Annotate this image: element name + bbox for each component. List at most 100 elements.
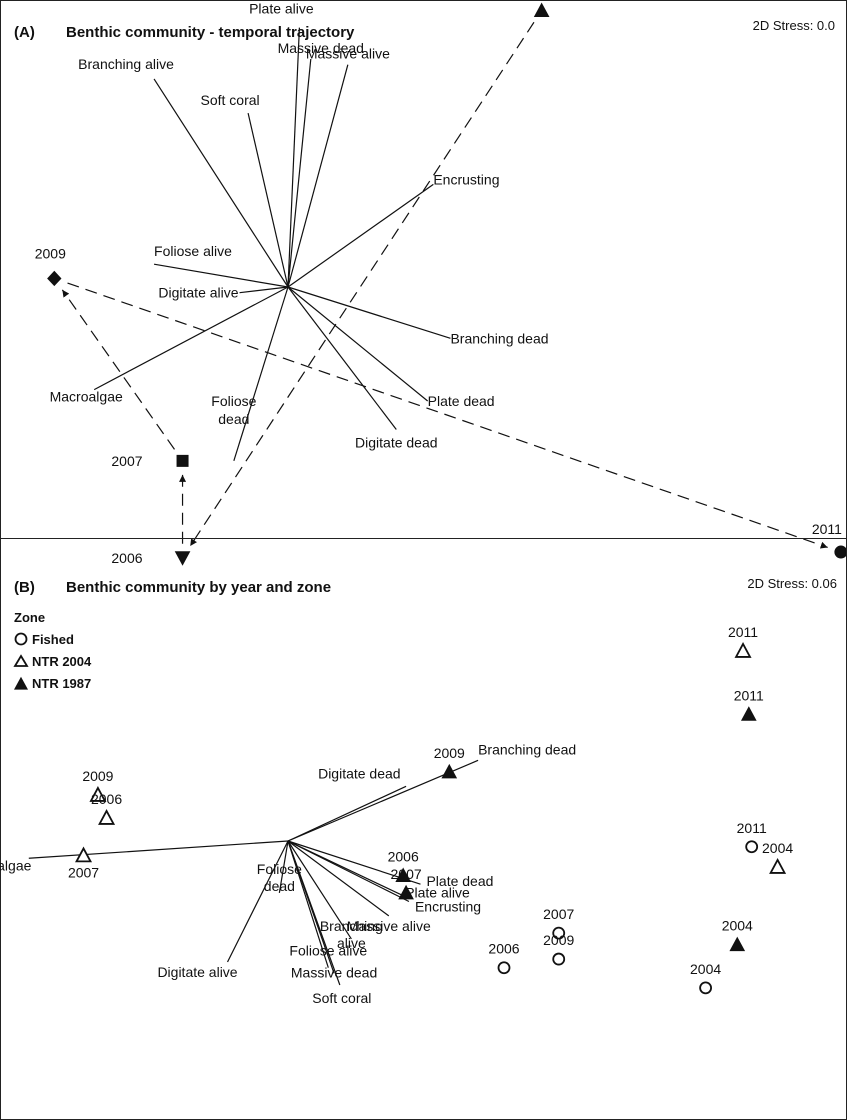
point-ntr-2004-2007-label: 2007: [68, 864, 99, 880]
vector-label-soft-coral: Soft coral: [201, 92, 260, 108]
trajectory-2007-to-2009: [61, 289, 175, 450]
legend-label-ntr-2004: NTR 2004: [32, 654, 92, 669]
vector-encrusting: [287, 840, 410, 903]
vector-label-digitate-alive: Digitate alive: [157, 964, 237, 980]
point-fished-2006: [497, 961, 511, 975]
vector-label-foliose-dead: Foliose dead: [257, 861, 302, 894]
point-ntr-1987-2009-label: 2009: [434, 745, 465, 761]
legend-label-ntr-1987: NTR 1987: [32, 676, 91, 691]
point-fished-2007: [552, 926, 566, 940]
vector-label-branching-alive: Branching alive: [320, 918, 383, 951]
panel-a: (A) Benthic community - temporal traject…: [0, 0, 847, 566]
vector-soft-coral: [247, 113, 289, 288]
vector-label-branching-dead: Branching dead: [478, 741, 576, 757]
vector-plate-alive: [287, 27, 300, 288]
vector-digitate-dead: [287, 286, 397, 430]
point-fished-2011: [745, 840, 759, 854]
vector-label-plate-dead: Plate dead: [426, 873, 493, 889]
vector-label-foliose-dead: Foliose dead: [211, 393, 256, 427]
point-ntr-1987-2011-label: 2011: [734, 687, 764, 703]
point-2009: [47, 270, 62, 287]
point-ntr-2004-2011: [734, 642, 752, 658]
vector-label-plate-alive: Plate alive: [405, 885, 470, 901]
panel-b-frame: [0, 538, 847, 1120]
vector-branching-alive: [287, 840, 352, 940]
panel-b: (B) Benthic community by year and zone 2…: [0, 538, 847, 1120]
legend-marker-ntr-1987: [13, 676, 29, 690]
point-ntr-1987-2009: [441, 763, 458, 779]
point-ntr-2004-2004-label: 2004: [762, 840, 793, 856]
vector-branching-alive: [153, 78, 289, 288]
vector-encrusting: [287, 183, 434, 288]
point-ntr-2004-2004: [769, 858, 787, 874]
vector-macroalgae: [93, 286, 289, 391]
point-fished-2004: [699, 981, 712, 995]
vector-label-encrusting: Encrusting: [415, 898, 481, 914]
vector-digitate-alive: [226, 840, 289, 963]
point-fished-2004-label: 2004: [690, 961, 721, 977]
vector-digitate-alive: [239, 286, 289, 294]
point-2007: [176, 454, 189, 467]
vector-label-soft-coral: Soft coral: [312, 990, 371, 1006]
vector-label-digitate-dead: Digitate dead: [355, 435, 438, 451]
point-2004: [533, 2, 550, 18]
vector-label-branching-dead: Branching dead: [450, 330, 548, 346]
vector-massive-dead: [287, 58, 312, 288]
point-ntr-2004-2006: [98, 809, 116, 825]
point-ntr-2004-2009-label: 2009: [82, 768, 113, 784]
vector-label-massive-alive: Massive alive: [347, 918, 431, 934]
point-2006: [174, 551, 191, 566]
point-ntr-2004-2007: [75, 846, 93, 863]
point-ntr-1987-2007-label: 2007: [391, 866, 422, 882]
vector-branching-dead: [287, 286, 451, 339]
vector-massive-alive: [287, 64, 349, 288]
point-ntr-1987-2011: [740, 706, 757, 721]
point-label-2011: 2011: [812, 521, 842, 537]
panel-b-title: Benthic community by year and zone: [66, 579, 331, 596]
point-fished-2009: [552, 952, 566, 966]
vector-label-foliose-alive: Foliose alive: [289, 943, 367, 959]
vector-label-encrusting: Encrusting: [433, 171, 499, 187]
point-ntr-1987-2004-label: 2004: [722, 918, 753, 934]
point-fished-2009-label: 2009: [543, 932, 574, 948]
legend-label-fished: Fished: [32, 632, 74, 647]
point-label-2007: 2007: [111, 453, 142, 469]
legend-marker-ntr-2004: [13, 654, 29, 667]
point-ntr-1987-2007: [398, 884, 414, 900]
vector-label-massive-dead: Massive dead: [278, 40, 364, 56]
point-fished-2006-label: 2006: [488, 941, 519, 957]
trajectory-2004-to-2006: [189, 21, 535, 547]
vector-foliose-dead: [278, 840, 289, 893]
point-label-2006: 2006: [111, 550, 142, 566]
legend-marker-fished: [14, 632, 28, 646]
vector-label-branching-alive: Branching alive: [78, 56, 174, 72]
point-label-2009: 2009: [35, 245, 66, 261]
point-fished-2007-label: 2007: [543, 906, 574, 922]
point-ntr-2004-2006-label: 2006: [91, 791, 122, 807]
point-ntr-2004-2009: [89, 786, 107, 802]
vector-macroalgae: [28, 840, 289, 859]
panel-b-points: 2011200720092006200420112009200620072004…: [68, 624, 793, 995]
vector-label-massive-alive: Massive alive: [306, 46, 390, 62]
trajectory-2009-to-2011: [67, 282, 828, 549]
point-ntr-2004-2011-label: 2011: [728, 624, 758, 640]
vector-digitate-dead: [287, 785, 407, 842]
panel-b-stress: 2D Stress: 0.06: [747, 576, 837, 591]
panel-b-legend: Zone Fished NTR 2004 NTR 1987: [13, 610, 92, 691]
vector-label-massive-dead: Massive dead: [291, 964, 377, 980]
legend-title: Zone: [14, 610, 45, 625]
panel-b-label: (B): [14, 579, 35, 596]
vector-label-plate-dead: Plate dead: [428, 393, 495, 409]
point-fished-2011-label: 2011: [737, 820, 767, 836]
vector-label-digitate-dead: Digitate dead: [318, 765, 401, 781]
point-ntr-1987-2004: [729, 936, 746, 952]
vector-plate-dead: [287, 286, 429, 402]
vector-massive-alive: [287, 840, 390, 917]
panel-a-trajectory: [61, 21, 828, 549]
point-ntr-1987-2006-label: 2006: [388, 849, 419, 865]
vector-label-foliose-alive: Foliose alive: [154, 243, 232, 259]
vector-label-macroalgae: Macroalgae: [0, 857, 32, 873]
point-2011: [834, 545, 847, 559]
